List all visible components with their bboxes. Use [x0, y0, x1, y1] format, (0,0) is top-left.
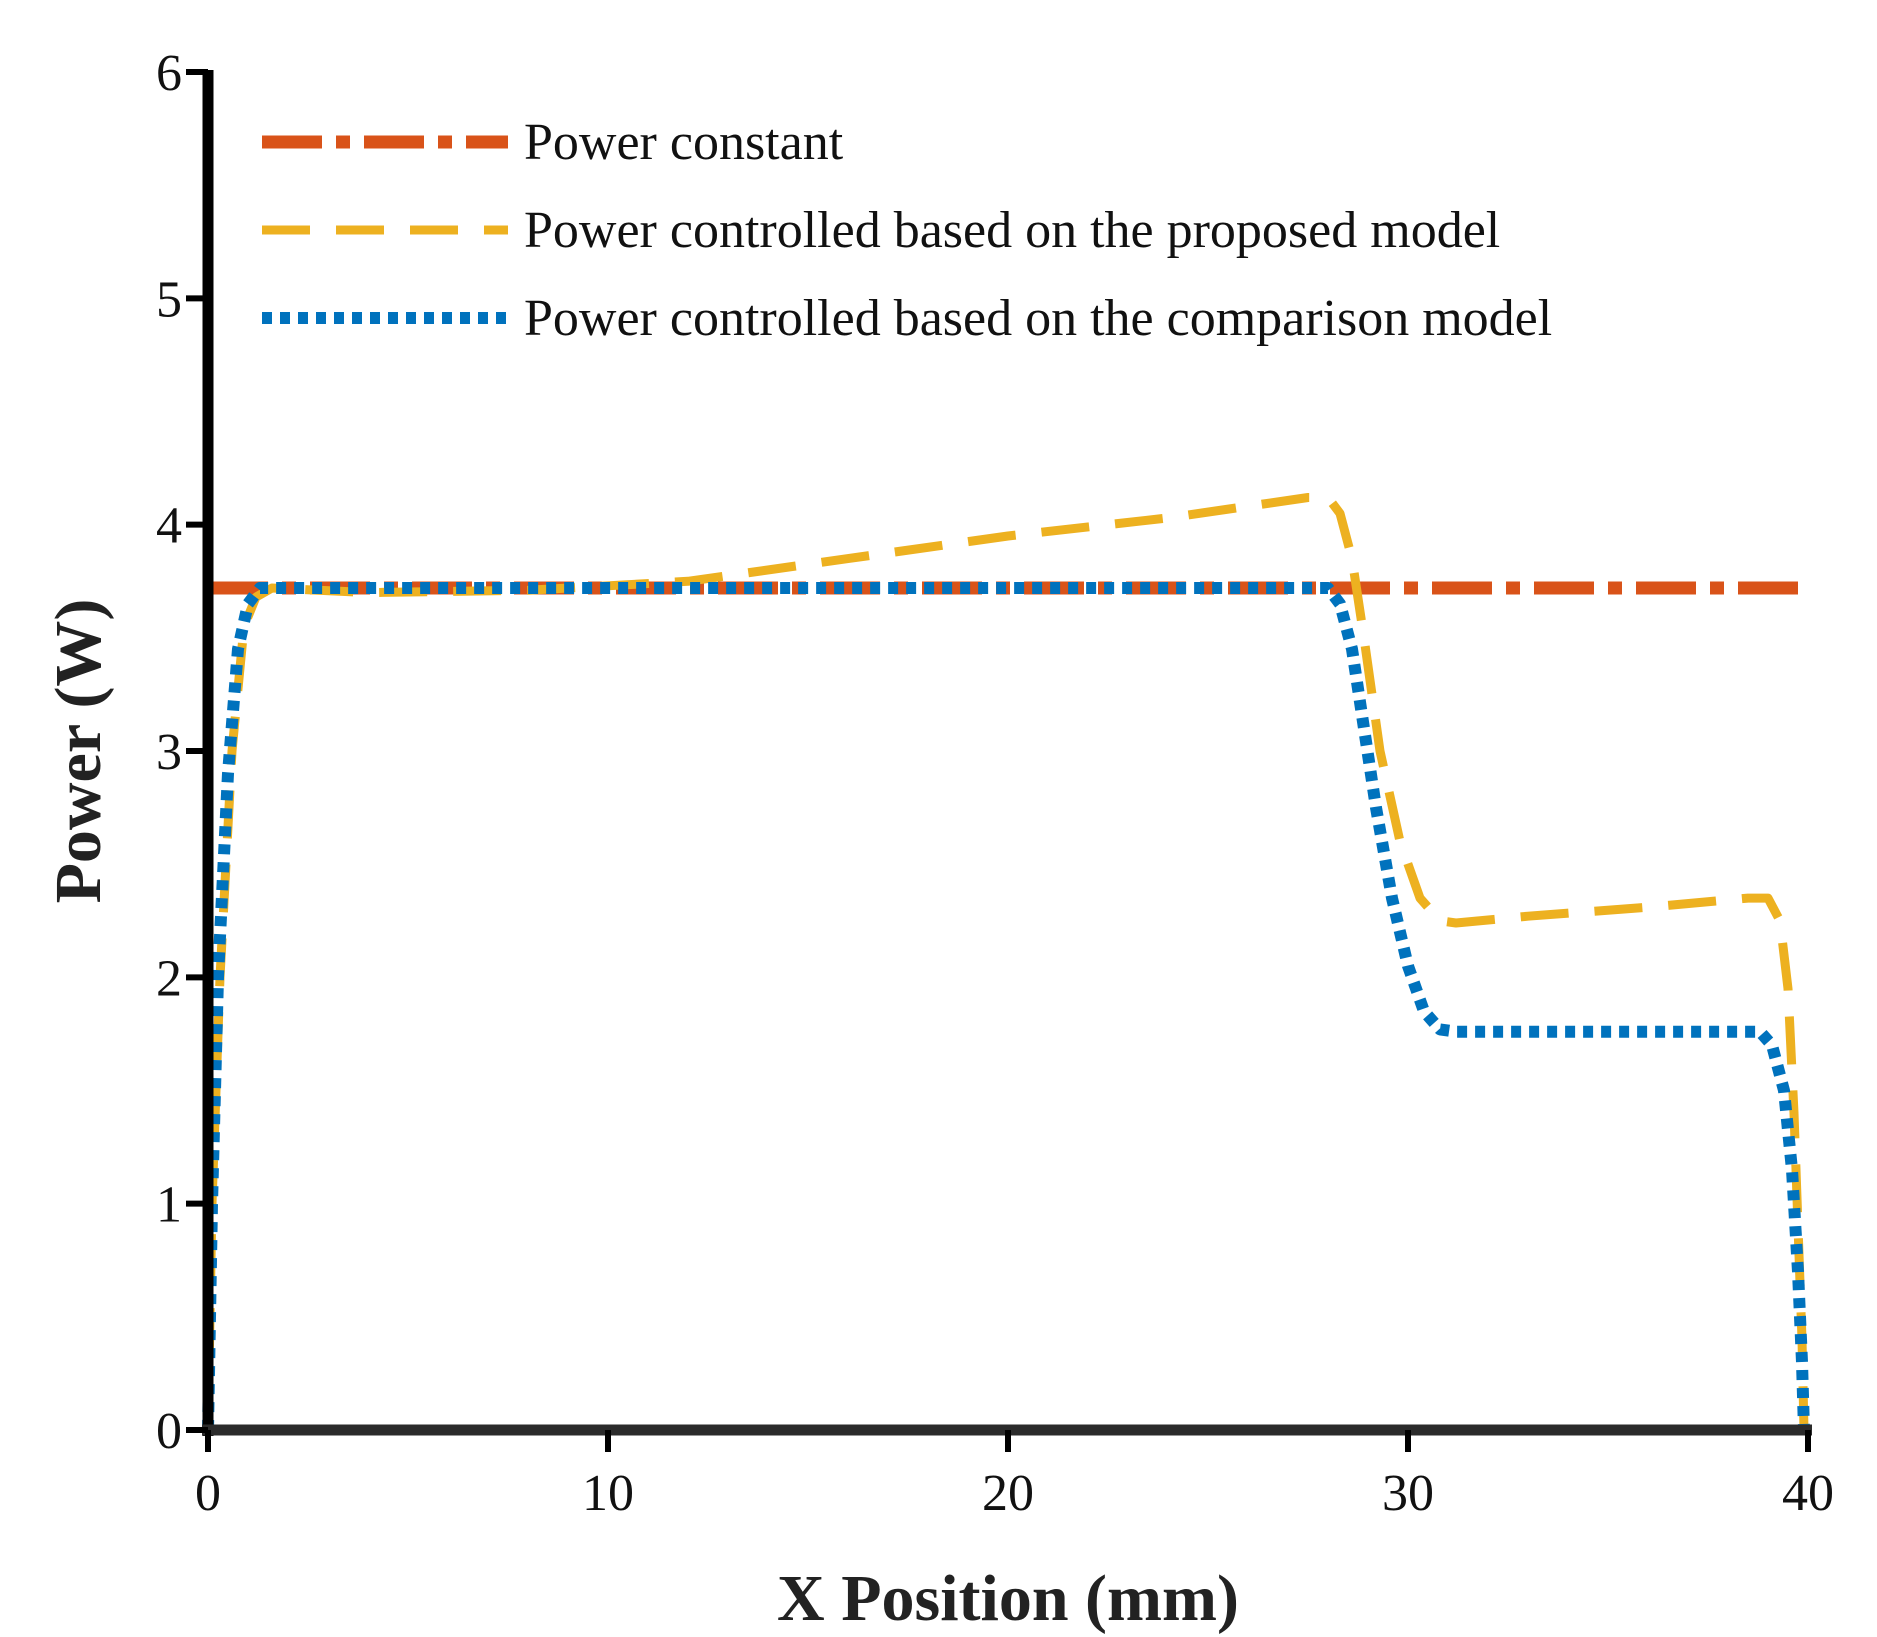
- legend: Power constant Power controlled based on …: [262, 114, 1552, 347]
- y-tick-label: 0: [156, 1403, 182, 1460]
- tick-labels: 0 1 2 3 4 5 6 0 10 20 30 40: [156, 45, 1834, 1522]
- x-tick-label: 20: [982, 1465, 1034, 1522]
- axes: [186, 69, 1812, 1452]
- y-tick-label: 1: [156, 1177, 182, 1234]
- plot-area: [202, 493, 1810, 1431]
- y-tick-label: 3: [156, 724, 182, 781]
- x-tick-label: 10: [582, 1465, 634, 1522]
- x-tick-label: 40: [1782, 1465, 1834, 1522]
- y-tick-label: 6: [156, 45, 182, 102]
- x-axis-title: X Position (mm): [777, 1562, 1239, 1635]
- y-tick-label: 5: [156, 271, 182, 328]
- x-tick-label: 0: [195, 1465, 221, 1522]
- legend-entry-2: Power controlled based on the proposed m…: [524, 202, 1500, 259]
- y-axis-title: Power (W): [42, 599, 115, 904]
- series-line-2: [203, 493, 1809, 1431]
- legend-entry-1: Power constant: [524, 114, 844, 171]
- x-tick-label: 30: [1382, 1465, 1434, 1522]
- y-tick-label: 4: [156, 498, 182, 555]
- series-line-3: [202, 582, 1810, 1431]
- legend-entry-3: Power controlled based on the comparison…: [524, 290, 1552, 347]
- y-tick-label: 2: [156, 950, 182, 1007]
